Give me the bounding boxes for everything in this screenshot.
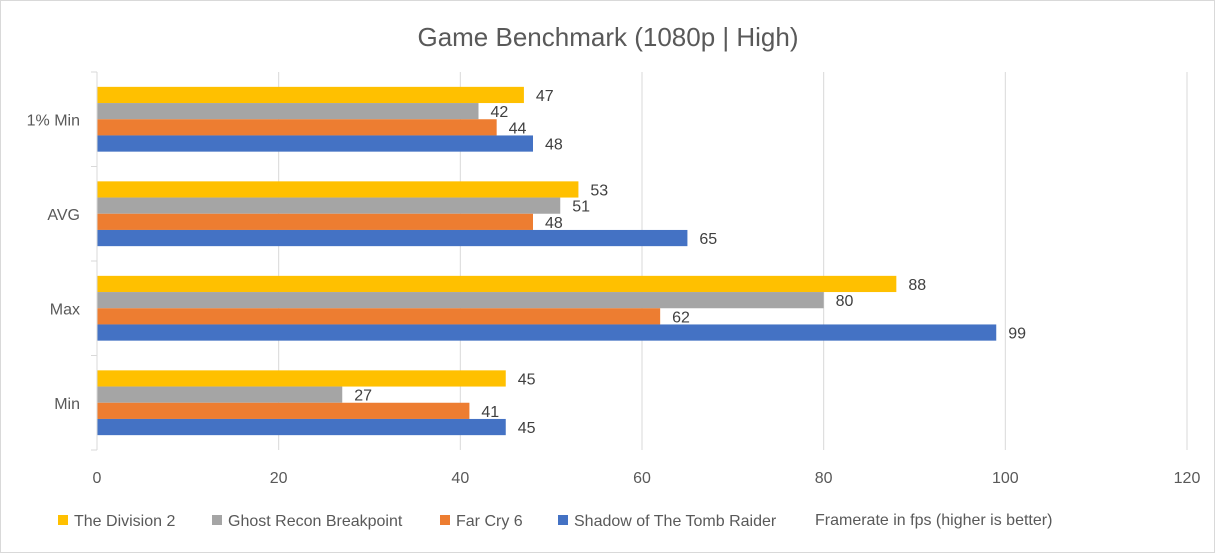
bar bbox=[97, 308, 661, 325]
x-axis-title: Framerate in fps (higher is better) bbox=[815, 512, 1052, 529]
legend-label: Far Cry 6 bbox=[456, 513, 523, 530]
y-tick-label: Min bbox=[54, 396, 80, 413]
bar bbox=[97, 213, 533, 230]
data-label: 44 bbox=[509, 120, 527, 137]
legend-label: Shadow of The Tomb Raider bbox=[574, 513, 777, 530]
axes: 0 20 40 60 80 100 120 1% Min AVG Max Min bbox=[27, 71, 1201, 487]
legend-swatch bbox=[440, 515, 450, 525]
bar bbox=[97, 418, 506, 436]
data-label: 42 bbox=[491, 104, 509, 121]
bar bbox=[97, 402, 470, 419]
bar bbox=[97, 86, 524, 104]
legend-swatch bbox=[212, 515, 222, 525]
bar bbox=[97, 197, 561, 214]
bar bbox=[97, 370, 506, 387]
bar bbox=[97, 386, 343, 403]
legend: The Division 2 Ghost Recon Breakpoint Far … bbox=[58, 513, 777, 530]
x-tick-label: 80 bbox=[815, 470, 833, 487]
x-tick-label: 60 bbox=[633, 470, 651, 487]
legend-swatch bbox=[558, 515, 568, 525]
bar bbox=[97, 275, 897, 293]
bar bbox=[97, 103, 479, 120]
data-label: 48 bbox=[545, 137, 563, 154]
data-label: 65 bbox=[699, 231, 717, 248]
legend-label: Ghost Recon Breakpoint bbox=[228, 513, 403, 530]
data-label: 45 bbox=[518, 371, 536, 388]
data-label: 45 bbox=[518, 420, 536, 437]
data-label: 48 bbox=[545, 215, 563, 232]
data-label: 80 bbox=[836, 293, 854, 310]
data-label: 27 bbox=[354, 388, 372, 405]
x-tick-label: 20 bbox=[270, 470, 288, 487]
bar bbox=[97, 324, 997, 341]
bar bbox=[97, 119, 497, 136]
legend-label: The Division 2 bbox=[74, 513, 175, 530]
x-tick-label: 120 bbox=[1174, 470, 1201, 487]
data-label: 88 bbox=[908, 277, 926, 294]
bar bbox=[97, 135, 533, 152]
legend-swatch bbox=[58, 515, 68, 525]
data-label: 47 bbox=[536, 88, 554, 105]
bar bbox=[97, 229, 688, 247]
bar bbox=[97, 181, 579, 198]
bar bbox=[97, 292, 824, 309]
y-tick-label: AVG bbox=[47, 207, 80, 224]
y-tick-label: 1% Min bbox=[27, 112, 80, 129]
chart-title: Game Benchmark (1080p | High) bbox=[417, 22, 798, 52]
x-tick-label: 40 bbox=[451, 470, 469, 487]
data-label: 53 bbox=[590, 182, 608, 199]
data-label: 62 bbox=[672, 309, 690, 326]
x-tick-label: 0 bbox=[93, 470, 102, 487]
x-tick-label: 100 bbox=[992, 470, 1019, 487]
bars bbox=[97, 86, 997, 436]
data-label: 51 bbox=[572, 199, 590, 216]
data-label: 41 bbox=[481, 404, 499, 421]
y-tick-label: Max bbox=[50, 301, 80, 318]
data-label: 99 bbox=[1008, 326, 1026, 343]
